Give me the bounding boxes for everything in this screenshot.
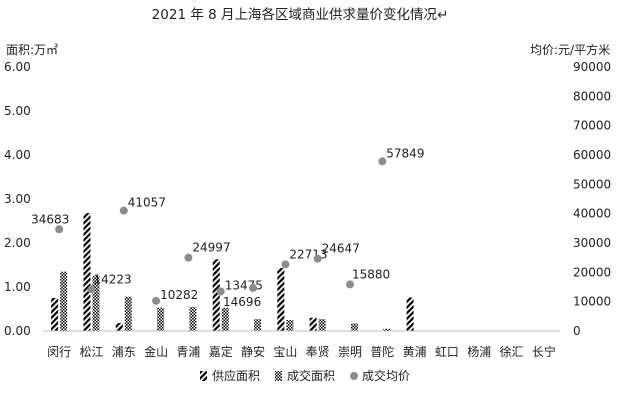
supply-area-bar	[309, 317, 317, 331]
avg-price-point	[152, 296, 161, 305]
deal-area-bar	[124, 296, 132, 331]
bar-group	[51, 213, 414, 331]
x-tick-label: 杨浦	[467, 344, 491, 359]
y-left-tick-group: 0.00 1.00 2.00 3.00 4.00 5.00 6.00	[4, 60, 31, 338]
deal-area-bar	[318, 319, 326, 331]
x-tick-label: 虹口	[435, 345, 459, 359]
x-tick-label: 普陀	[370, 344, 394, 359]
deal-area-bar	[383, 328, 391, 331]
y-left-tick-label: 5.00	[4, 104, 31, 118]
avg-price-point	[281, 260, 290, 269]
y-left-tick-label: 6.00	[4, 60, 31, 74]
avg-price-point	[87, 285, 96, 294]
deal-area-bar	[189, 306, 197, 331]
x-tick-label: 金山	[144, 344, 168, 359]
y-left-tick-label: 3.00	[4, 192, 31, 206]
x-tick-label: 崇明	[338, 345, 362, 359]
avg-price-data-label: 57849	[386, 146, 424, 160]
y-right-tick-label: 70000	[573, 119, 611, 133]
x-tick-label: 宝山	[273, 345, 297, 359]
y-right-tick-label: 80000	[573, 89, 611, 103]
avg-price-point	[119, 206, 128, 215]
chart-title: 2021 年 8 月上海各区域商业供求量价变化情况↵	[152, 7, 449, 23]
deal-area-bar	[254, 319, 262, 331]
legend-swatch	[275, 371, 282, 381]
avg-price-data-label: 41057	[128, 196, 166, 210]
x-tick-label: 静安	[241, 344, 265, 359]
supply-area-bar	[83, 213, 91, 331]
legend-label: 成交均价	[362, 368, 410, 383]
avg-price-point	[378, 157, 387, 166]
y-right-axis-label: 均价:元/平方米	[530, 42, 610, 57]
y-right-tick-label: 60000	[573, 148, 611, 162]
y-right-tick-label: 50000	[573, 177, 611, 191]
y-left-tick-label: 1.00	[4, 280, 31, 294]
x-tick-label: 松江	[79, 345, 103, 359]
avg-price-data-label: 14223	[93, 272, 131, 286]
y-left-tick-label: 4.00	[4, 148, 31, 162]
avg-price-data-label: 13475	[225, 278, 263, 292]
y-right-tick-label: 10000	[573, 295, 611, 309]
avg-price-data-label: 15880	[352, 267, 390, 281]
deal-area-bar	[286, 320, 294, 331]
avg-price-point	[249, 283, 258, 292]
avg-price-data-label: 24647	[322, 242, 360, 256]
avg-price-data-label: 34683	[31, 212, 69, 226]
supply-area-bar	[277, 268, 285, 331]
legend-swatch	[350, 372, 358, 380]
avg-price-point	[184, 253, 193, 262]
x-tick-group: 闵行 松江 浦东 金山 青浦 嘉定 静安 宝山 奉贤 崇明 普陀 黄浦 虹口 杨浦 徐汇 长宁	[47, 344, 556, 359]
x-tick-label: 浦东	[112, 345, 136, 359]
supply-area-bar	[212, 259, 220, 331]
x-tick-label: 奉贤	[306, 345, 330, 359]
y-right-tick-label: 20000	[573, 265, 611, 279]
avg-price-data-label: 10282	[160, 288, 198, 302]
legend-label: 成交面积	[287, 368, 335, 383]
supply-area-bar	[51, 298, 59, 331]
x-tick-label: 闵行	[47, 344, 71, 359]
supply-area-bar	[406, 297, 414, 331]
scatter-group: 3468314223410571028224997134751469622713…	[31, 146, 424, 309]
x-tick-label: 徐汇	[500, 344, 524, 359]
deal-area-bar	[60, 271, 68, 331]
y-right-tick-label: 90000	[573, 60, 611, 74]
avg-price-data-label: 14696	[223, 295, 261, 309]
y-left-tick-label: 2.00	[4, 236, 31, 250]
supply-area-bar	[115, 323, 123, 331]
x-tick-label: 长宁	[532, 344, 556, 359]
y-right-tick-label: 0	[573, 324, 581, 338]
avg-price-point	[216, 287, 225, 296]
y-left-axis-label: 面积:万㎡	[6, 43, 58, 57]
deal-area-bar	[157, 307, 165, 331]
deal-area-bar	[221, 307, 229, 331]
avg-price-point	[313, 254, 322, 263]
legend-label: 供应面积	[212, 368, 260, 383]
legend-swatch	[200, 371, 207, 381]
y-left-tick-label: 0.00	[4, 324, 31, 338]
x-tick-label: 黄浦	[403, 345, 427, 359]
avg-price-point	[345, 280, 354, 289]
deal-area-bar	[350, 323, 358, 331]
avg-price-point	[55, 225, 64, 234]
y-right-tick-group: 0 10000 20000 30000 40000 50000 60000 70000 8000…	[573, 60, 611, 338]
y-right-tick-label: 30000	[573, 236, 611, 250]
legend: 供应面积 成交面积 成交均价	[200, 368, 410, 383]
x-tick-label: 嘉定	[209, 344, 233, 359]
deal-area-bar	[92, 276, 100, 331]
y-right-tick-label: 40000	[573, 207, 611, 221]
avg-price-data-label: 24997	[192, 241, 230, 255]
x-tick-label: 青浦	[176, 345, 200, 359]
